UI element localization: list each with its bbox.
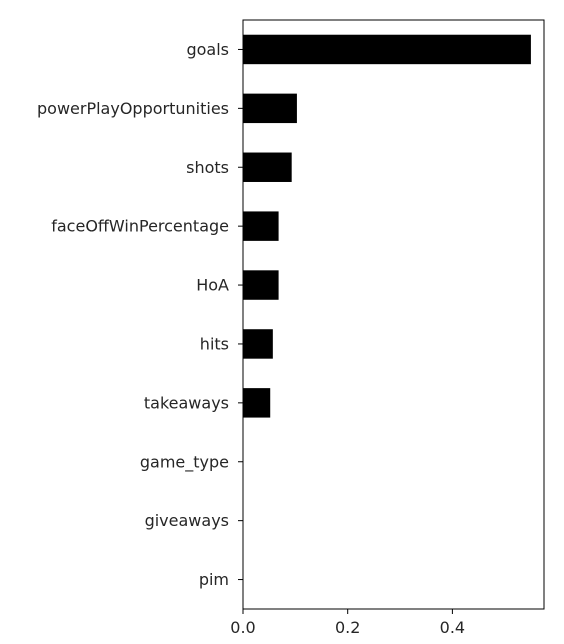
bar-powerPlayOpportunities xyxy=(243,93,297,124)
xtick-label: 0.2 xyxy=(335,618,360,637)
plot-frame xyxy=(242,19,545,610)
bar-takeaways xyxy=(243,388,271,418)
y-axis: goals powerPlayOpportunities shots faceOffW… xyxy=(37,40,243,589)
bar-goals xyxy=(243,34,531,65)
bar-HoA xyxy=(243,270,279,300)
ytick-label: giveaways xyxy=(145,511,229,530)
ytick-label: HoA xyxy=(196,276,229,295)
ytick-label: goals xyxy=(186,40,229,59)
bar-faceOffWinPercentage xyxy=(243,211,279,241)
x-axis: 0.0 0.2 0.4 xyxy=(230,609,465,637)
bar-shots xyxy=(243,152,292,182)
ytick-label: hits xyxy=(200,334,229,353)
ytick-label: pim xyxy=(199,570,229,589)
ytick-label: faceOffWinPercentage xyxy=(51,217,229,236)
ytick-label: takeaways xyxy=(144,393,229,412)
xtick-label: 0.0 xyxy=(230,618,255,637)
ytick-label: game_type xyxy=(140,452,229,472)
xtick-label: 0.4 xyxy=(440,618,465,637)
ytick-label: shots xyxy=(186,158,229,177)
bar-hits xyxy=(243,329,273,359)
bars-group xyxy=(243,34,531,418)
ytick-label: powerPlayOpportunities xyxy=(37,99,229,118)
